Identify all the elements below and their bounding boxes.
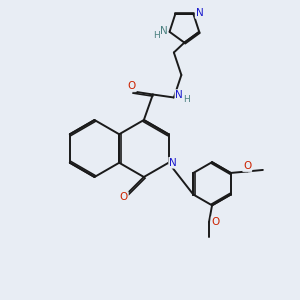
Text: N: N [169, 158, 177, 168]
Text: O: O [120, 192, 128, 202]
Text: H: H [154, 31, 160, 40]
Text: N: N [176, 90, 183, 100]
Text: N: N [196, 8, 203, 18]
Text: O: O [212, 217, 220, 227]
Text: N: N [160, 26, 167, 36]
Text: O: O [128, 81, 136, 91]
Text: O: O [243, 161, 251, 171]
Text: H: H [183, 95, 190, 104]
